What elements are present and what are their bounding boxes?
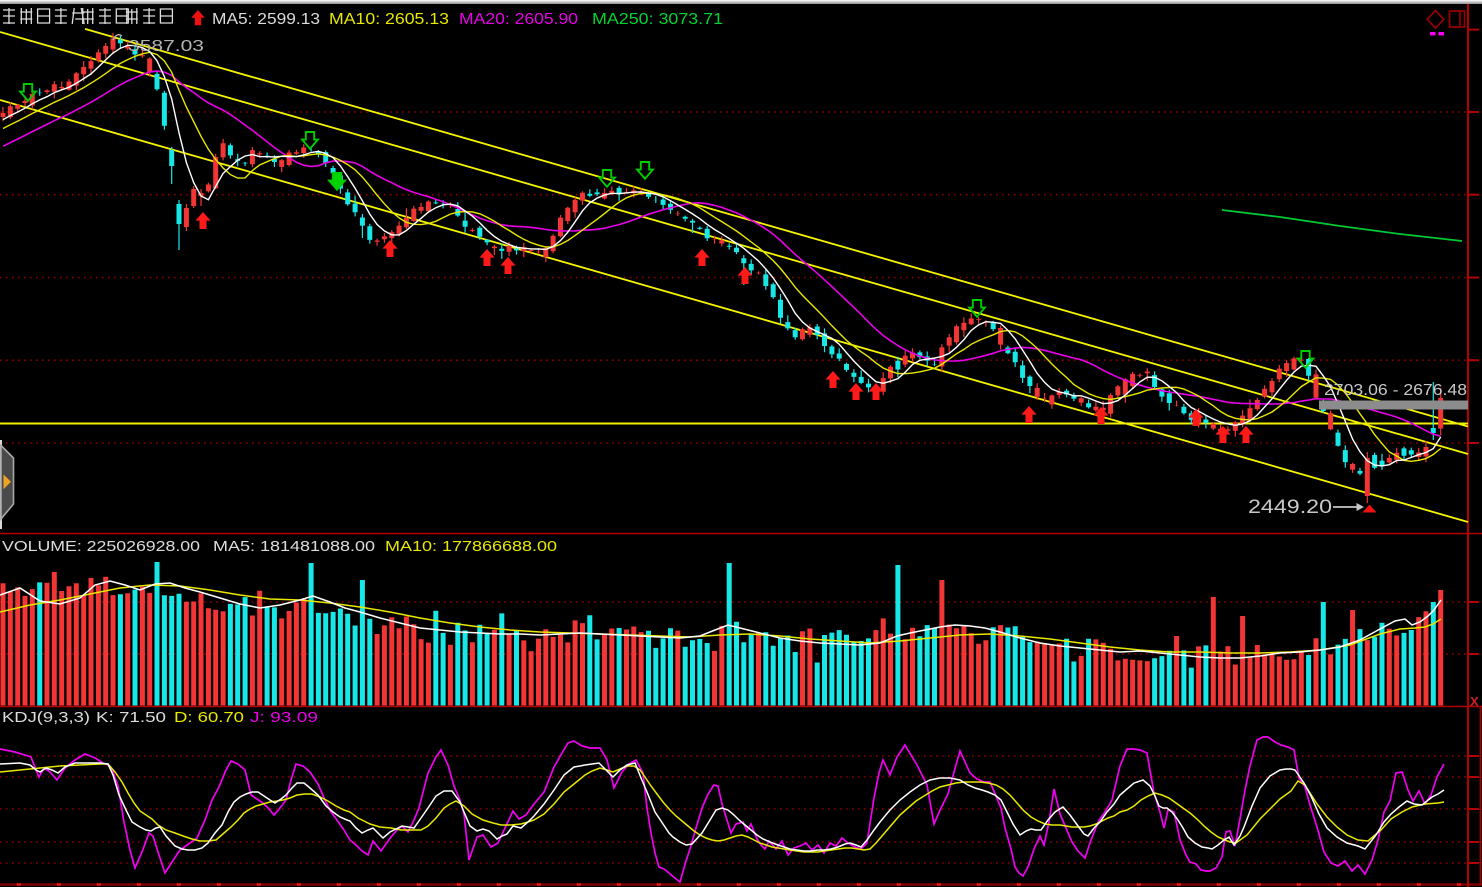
svg-text:MA10: 177866688.00: MA10: 177866688.00 (385, 538, 557, 555)
svg-text:2449.20: 2449.20 (1248, 497, 1332, 518)
svg-text:2703.06 - 2676.48: 2703.06 - 2676.48 (1324, 382, 1467, 399)
svg-text:J: 93.09: J: 93.09 (250, 709, 318, 726)
svg-text:MA5: 2599.13: MA5: 2599.13 (212, 11, 320, 28)
svg-text:3587.03: 3587.03 (128, 38, 204, 55)
svg-text:MA20: 2605.90: MA20: 2605.90 (459, 11, 578, 28)
svg-text:KDJ(9,3,3): KDJ(9,3,3) (2, 709, 90, 726)
svg-text:K: 71.50: K: 71.50 (96, 709, 166, 726)
svg-text:VOLUME: 225026928.00: VOLUME: 225026928.00 (2, 538, 200, 555)
svg-text:D: 60.70: D: 60.70 (174, 709, 244, 726)
svg-text:X: X (1470, 694, 1479, 709)
svg-text:MA10: 2605.13: MA10: 2605.13 (329, 11, 449, 28)
svg-text:MA5: 181481088.00: MA5: 181481088.00 (213, 538, 375, 555)
svg-text:MA250: 3073.71: MA250: 3073.71 (592, 11, 723, 28)
